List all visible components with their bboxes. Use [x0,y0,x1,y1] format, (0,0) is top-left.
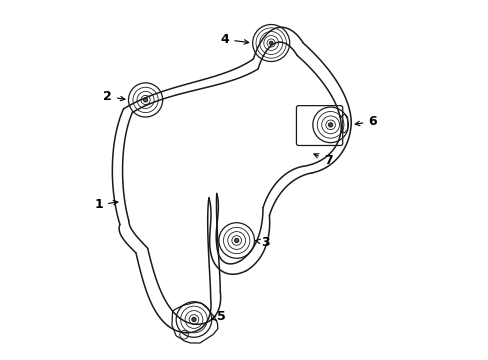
Text: 1: 1 [94,198,118,211]
Circle shape [234,238,238,243]
Text: 7: 7 [313,154,332,167]
Text: 2: 2 [103,90,124,103]
Text: 4: 4 [220,33,248,46]
Text: 6: 6 [354,115,376,128]
Circle shape [191,318,196,321]
Text: 3: 3 [255,236,269,249]
Circle shape [328,123,332,127]
Circle shape [143,98,147,102]
Text: 5: 5 [211,310,225,324]
Circle shape [269,41,272,45]
